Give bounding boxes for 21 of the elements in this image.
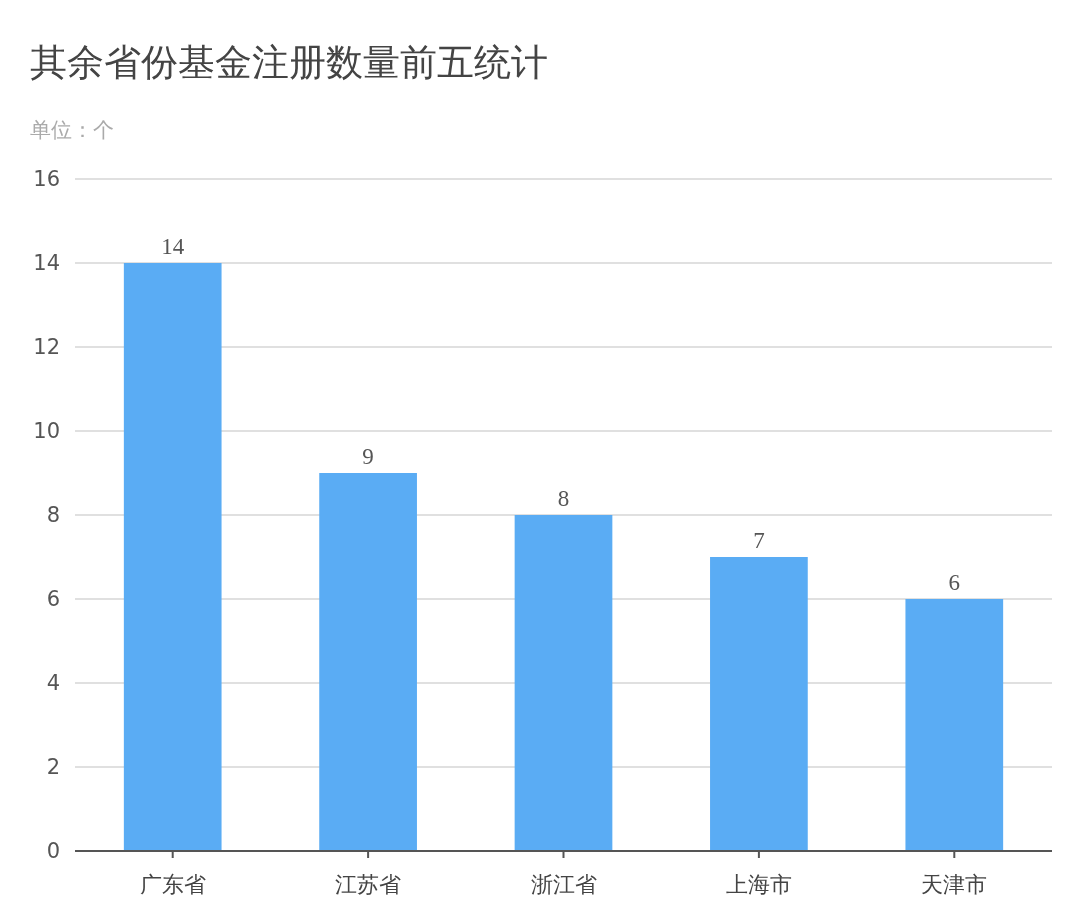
y-axis-title: 单位：个 [30, 118, 114, 142]
title: 其余省份基金注册数量前五统计 [30, 41, 548, 84]
y-tick-label: 4 [46, 671, 60, 695]
data-label: 14 [161, 234, 185, 259]
y-tick-label: 14 [33, 251, 60, 275]
y-tick-label: 6 [46, 587, 60, 611]
data-label: 8 [557, 486, 570, 511]
y-tick-label: 16 [33, 167, 60, 191]
y-tick-label: 0 [46, 839, 60, 863]
data-label: 7 [753, 528, 765, 553]
data-label: 9 [362, 444, 374, 469]
x-tick-label: 广东省 [139, 872, 206, 897]
data-label: 6 [948, 570, 961, 595]
y-tick-label: 2 [46, 755, 60, 779]
y-tick-label: 10 [33, 419, 60, 443]
y-tick-label: 8 [46, 503, 60, 527]
y-tick-label: 12 [33, 335, 60, 359]
x-tick-label: 浙江省 [530, 872, 597, 897]
x-tick-label: 上海市 [725, 872, 792, 897]
x-tick-label: 江苏省 [335, 872, 402, 897]
x-tick-label: 天津市 [921, 872, 988, 897]
